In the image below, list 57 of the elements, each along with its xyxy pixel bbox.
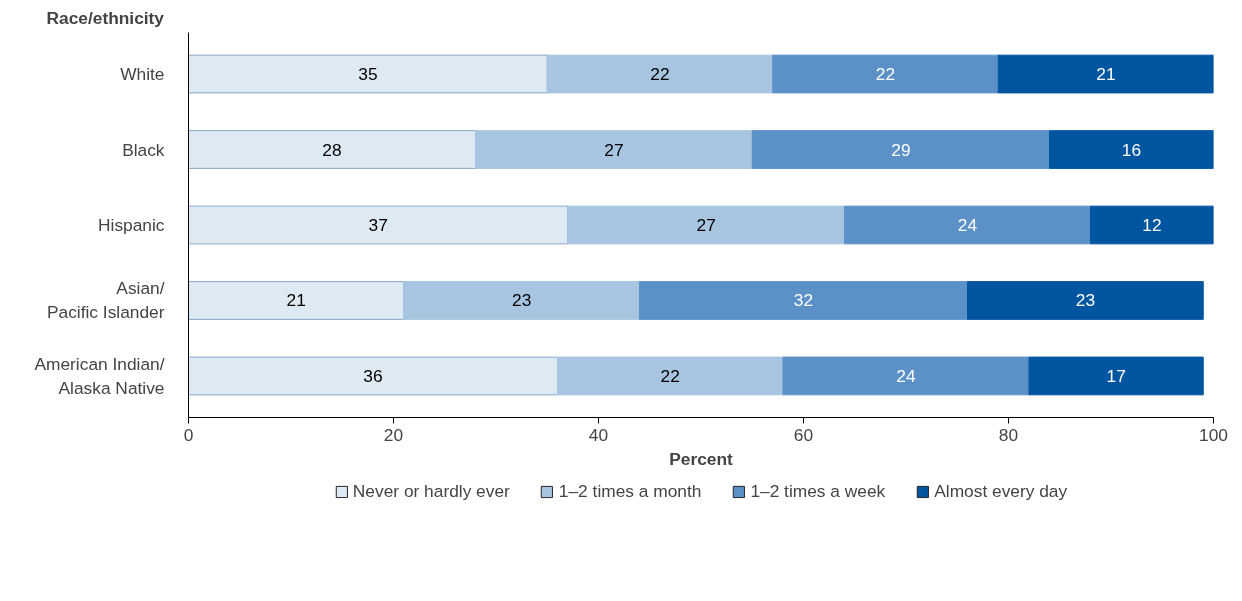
bar: [546, 54, 774, 94]
data-label: 36: [363, 365, 383, 386]
bar: [1028, 356, 1204, 396]
x-tick-label: 20: [383, 424, 404, 445]
bar: [639, 281, 968, 320]
bar: [967, 281, 1204, 320]
bar: [997, 54, 1214, 94]
y-tick-label: Black: [122, 139, 165, 160]
data-label: 22: [660, 365, 680, 386]
bar: [1090, 205, 1214, 245]
x-tick-label: 0: [183, 424, 194, 445]
data-label: 21: [1096, 64, 1116, 85]
legend-label: 1–2 times a week: [750, 480, 886, 502]
bar: [475, 130, 753, 169]
bar: [782, 356, 1030, 396]
data-label: 21: [286, 290, 306, 311]
bar: [188, 54, 548, 94]
bar: [188, 205, 569, 245]
bar: [772, 54, 999, 94]
legend-label: Never or hardly ever: [352, 480, 510, 502]
data-label: 12: [1142, 215, 1162, 235]
x-tick-label: 40: [588, 424, 609, 445]
bar: [188, 356, 558, 396]
y-tick-label: White: [120, 64, 165, 85]
bar: [188, 130, 476, 169]
bar: [403, 281, 640, 320]
data-label: 24: [896, 365, 916, 386]
bar: [557, 356, 784, 396]
legend-label: 1–2 times a month: [558, 480, 702, 502]
data-label: 22: [650, 64, 670, 85]
y-axis-title: Race/ethnicity: [46, 7, 165, 28]
bar: [844, 205, 1091, 245]
data-label: 17: [1106, 365, 1126, 386]
data-label: 29: [891, 139, 911, 160]
data-label: 37: [368, 215, 388, 235]
data-label: 28: [322, 139, 342, 160]
data-label: 23: [511, 290, 532, 311]
bar: [188, 281, 405, 320]
data-label: 16: [1121, 139, 1142, 160]
data-label: 27: [696, 215, 716, 235]
bar: [1049, 130, 1214, 169]
legend-label: Almost every day: [934, 480, 1068, 502]
y-tick-label: Hispanic: [98, 215, 165, 235]
bar: [567, 205, 845, 245]
bar: [751, 130, 1050, 169]
x-axis-title: Percent: [669, 448, 734, 469]
y-tick-label: Asian/ Pacific Islander: [47, 278, 165, 323]
x-tick-label: 80: [998, 424, 1019, 445]
data-label: 24: [957, 215, 978, 235]
x-tick-label: 100: [1199, 424, 1228, 445]
y-tick-label: American Indian/ Alaska Native: [34, 353, 165, 398]
data-label: 23: [1075, 290, 1096, 311]
data-label: 27: [604, 139, 624, 160]
x-tick-label: 60: [793, 424, 814, 445]
data-label: 35: [358, 64, 378, 85]
data-label: 22: [875, 64, 896, 85]
data-label: 32: [793, 290, 814, 311]
